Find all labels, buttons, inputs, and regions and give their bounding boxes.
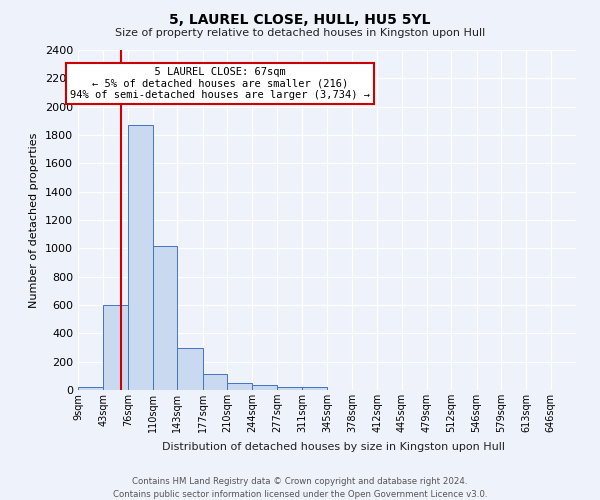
Bar <box>302 387 328 390</box>
Bar <box>253 385 277 390</box>
Text: 5 LAUREL CLOSE: 67sqm  
← 5% of detached houses are smaller (216)
94% of semi-de: 5 LAUREL CLOSE: 67sqm ← 5% of detached h… <box>70 67 370 100</box>
Bar <box>203 374 227 390</box>
Bar <box>227 383 253 390</box>
Bar <box>153 246 178 390</box>
Text: Contains public sector information licensed under the Open Government Licence v3: Contains public sector information licen… <box>113 490 487 499</box>
Bar <box>103 305 128 390</box>
Text: 5, LAUREL CLOSE, HULL, HU5 5YL: 5, LAUREL CLOSE, HULL, HU5 5YL <box>169 12 431 26</box>
Text: Size of property relative to detached houses in Kingston upon Hull: Size of property relative to detached ho… <box>115 28 485 38</box>
Text: Contains HM Land Registry data © Crown copyright and database right 2024.: Contains HM Land Registry data © Crown c… <box>132 478 468 486</box>
Y-axis label: Number of detached properties: Number of detached properties <box>29 132 40 308</box>
Bar <box>277 387 302 390</box>
Text: Distribution of detached houses by size in Kingston upon Hull: Distribution of detached houses by size … <box>161 442 505 452</box>
Bar <box>128 125 153 390</box>
Bar <box>78 387 103 390</box>
Bar <box>178 348 203 390</box>
